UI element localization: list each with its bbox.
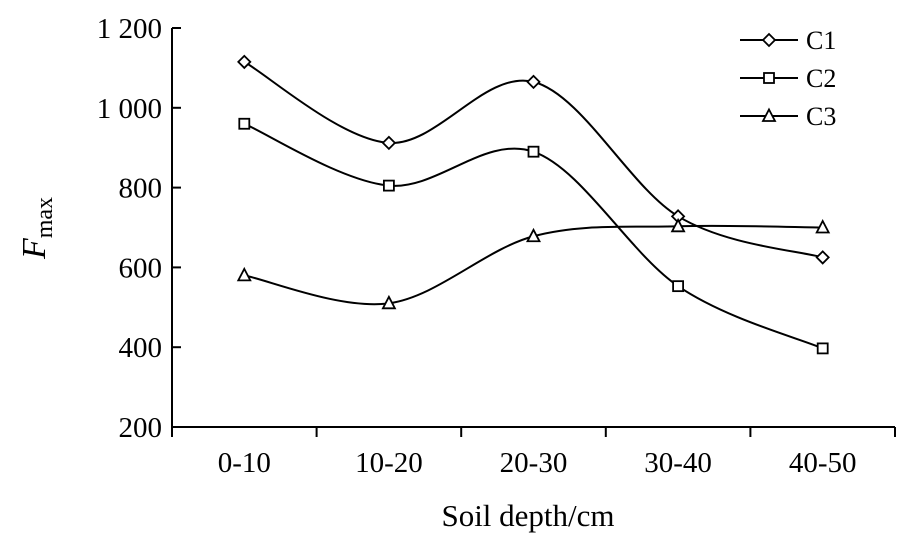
data-point-c3 xyxy=(526,227,541,243)
data-point-c2 xyxy=(816,342,829,355)
legend: C1 C2 C3 xyxy=(740,26,836,131)
data-point-c3 xyxy=(236,266,252,282)
axes xyxy=(171,28,895,428)
x-axis-title: Soil depth/cm xyxy=(441,498,614,533)
data-point-c2 xyxy=(672,280,684,293)
y-axis-title-main: F xyxy=(16,237,53,260)
series-group xyxy=(236,54,831,355)
data-point-c1 xyxy=(381,135,397,151)
y-tick-label: 200 xyxy=(119,412,163,444)
data-point-c1 xyxy=(526,74,541,90)
x-ticks: 0-10 10-20 20-30 30-40 40-50 xyxy=(171,427,896,479)
data-point-c3 xyxy=(815,219,831,234)
series-c1 xyxy=(237,54,830,265)
y-axis-title-subscript: max xyxy=(32,197,58,238)
legend-item-c1: C1 xyxy=(740,26,836,55)
data-point-c3 xyxy=(381,294,397,310)
data-point-c2 xyxy=(527,145,540,158)
y-tick-label: 600 xyxy=(119,252,163,284)
x-tick-label: 10-20 xyxy=(355,447,423,479)
legend-label: C3 xyxy=(806,102,836,131)
legend-marker-c2 xyxy=(763,72,775,84)
x-tick-label: 30-40 xyxy=(644,447,712,479)
y-tick-label: 1 200 xyxy=(97,13,162,45)
series-c2 xyxy=(238,117,829,355)
y-ticks: 200 400 600 800 1 000 1 200 xyxy=(97,13,181,444)
y-tick-label: 1 000 xyxy=(97,93,162,125)
data-point-c2 xyxy=(382,179,395,192)
legend-label: C2 xyxy=(806,64,836,93)
x-tick-label: 40-50 xyxy=(789,447,857,479)
data-point-c1 xyxy=(815,250,830,265)
legend-label: C1 xyxy=(806,26,836,55)
legend-item-c3: C3 xyxy=(740,102,836,131)
y-tick-label: 400 xyxy=(119,332,163,364)
legend-marker-c3 xyxy=(761,107,777,122)
data-point-c2 xyxy=(238,117,251,130)
y-axis-title: Fmax xyxy=(16,197,58,260)
legend-item-c2: C2 xyxy=(740,64,836,93)
data-point-c1 xyxy=(237,54,252,70)
legend-marker-c1 xyxy=(761,32,777,48)
x-tick-label: 0-10 xyxy=(218,447,271,479)
y-tick-label: 800 xyxy=(119,173,163,205)
series-c3 xyxy=(236,217,831,310)
data-point-c3 xyxy=(670,217,686,233)
x-tick-label: 20-30 xyxy=(500,447,568,479)
